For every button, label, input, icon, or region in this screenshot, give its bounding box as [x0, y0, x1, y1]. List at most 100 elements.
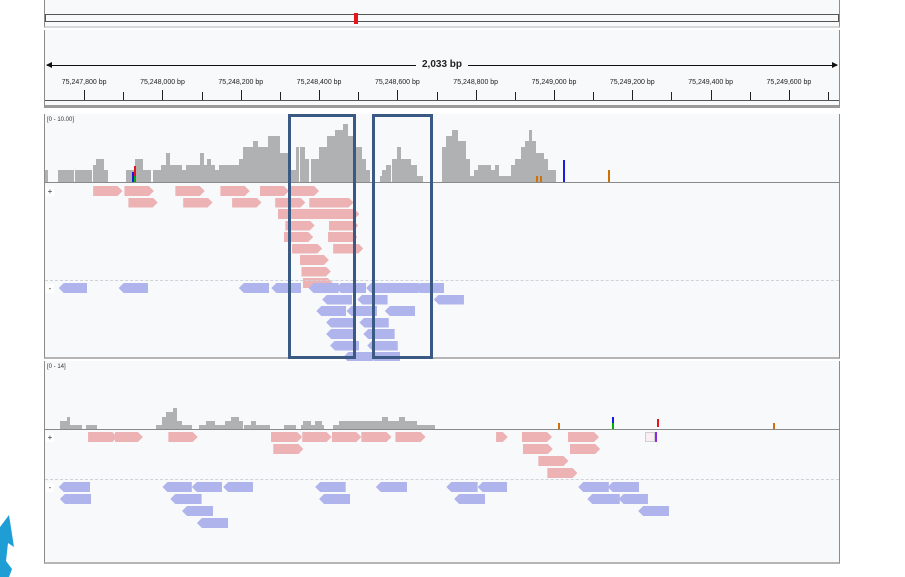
minus-strand-read — [319, 494, 351, 504]
mismatch-marker — [612, 423, 614, 429]
coverage-bar — [142, 170, 151, 182]
mismatch-marker — [134, 176, 136, 182]
coverage-bar — [74, 170, 92, 182]
minus-strand-read — [315, 482, 346, 492]
plus-strand-read — [547, 468, 577, 478]
coordinate-ruler[interactable]: 2,033 bp 75,247,800 bp 75,248,000 bp 75,24… — [44, 30, 840, 108]
coverage-bar — [442, 147, 447, 182]
coverage-bar — [182, 170, 186, 182]
coverage-bar — [207, 158, 212, 182]
minor-tick — [123, 92, 125, 100]
coverage-bar — [92, 164, 96, 182]
minus-strand-read — [326, 317, 357, 328]
minus-strand-read — [366, 283, 397, 293]
minus-strand-label: - — [46, 284, 54, 293]
coverage-bar — [401, 158, 406, 182]
plus-strand-read — [88, 432, 117, 442]
coverage-bar — [540, 153, 545, 182]
minor-tick — [436, 92, 438, 100]
chromosome-ideogram[interactable] — [44, 0, 840, 28]
region-highlight-box — [371, 114, 433, 359]
plus-strand-read — [570, 444, 601, 454]
minus-strand-read — [363, 329, 395, 339]
plus-strand-read — [260, 186, 289, 196]
coverage-bar — [319, 147, 327, 182]
coverage-bar — [45, 170, 48, 182]
plus-strand-read — [183, 198, 212, 208]
coverage-bar — [155, 424, 162, 429]
coverage-bar — [256, 424, 271, 429]
coverage-bar — [499, 176, 504, 182]
current-region-marker — [353, 13, 358, 24]
minor-tick — [671, 92, 673, 100]
minus-strand-read — [346, 306, 378, 316]
coverage-bar — [416, 424, 435, 429]
coverage-bar — [268, 135, 275, 182]
mismatch-marker — [657, 419, 659, 427]
plus-strand-read — [496, 432, 508, 442]
minus-strand-read — [607, 482, 640, 492]
alignment-track-1[interactable]: [0 - 10.00] + - — [44, 114, 840, 385]
coverage-bar — [366, 170, 370, 182]
plus-strand-read — [328, 209, 359, 219]
plus-strand-read — [285, 221, 314, 231]
minor-tick — [201, 92, 203, 100]
ruler-baseline — [45, 100, 839, 107]
tick-label: 75,249,600 bp — [766, 79, 812, 86]
coverage-bar — [491, 170, 496, 182]
minus-strand-read — [238, 283, 270, 293]
minus-strand-read — [271, 283, 302, 293]
coverage-baseline — [45, 182, 839, 183]
plus-strand-read — [175, 186, 204, 196]
minus-strand-read — [326, 329, 357, 339]
coverage-bar — [356, 147, 363, 182]
minus-strand-label: - — [46, 483, 54, 492]
minus-strand-read — [477, 482, 507, 492]
coverage-bar — [405, 420, 417, 429]
major-tick — [240, 90, 242, 100]
coverage-bar — [552, 170, 556, 182]
coverage-bar — [57, 170, 75, 182]
coverage-bar — [381, 170, 386, 182]
coverage-bar — [219, 164, 231, 182]
tick-label: 75,248,800 bp — [453, 79, 499, 86]
coverage-bar — [465, 158, 470, 182]
plus-strand-read — [220, 186, 249, 196]
plus-strand-read — [523, 444, 553, 454]
plus-strand-read — [271, 432, 302, 442]
major-tick — [397, 90, 399, 100]
plus-strand-label: + — [46, 433, 54, 442]
minus-strand-read — [384, 306, 415, 316]
coverage-bar — [308, 420, 312, 429]
coverage-bar — [536, 153, 541, 182]
tick-label: 75,249,000 bp — [531, 79, 577, 86]
coverage-bar — [95, 158, 104, 182]
coverage-bar — [469, 176, 474, 182]
coverage-bar — [185, 164, 194, 182]
coverage-bar — [180, 420, 183, 429]
mismatch-marker — [132, 172, 134, 182]
coverage-bar — [368, 420, 372, 429]
strand-separator — [45, 479, 839, 480]
alignment-track-2[interactable]: [0 - 14] + - — [44, 361, 840, 564]
coverage-bar — [230, 416, 239, 429]
mismatch-marker — [608, 170, 610, 182]
coverage-bar — [295, 147, 300, 182]
coverage-bar — [225, 420, 231, 429]
minus-strand-read — [618, 494, 648, 504]
coverage-bar — [548, 170, 553, 182]
minus-strand-read — [162, 482, 192, 492]
chromosome-band[interactable] — [45, 14, 839, 22]
coverage-bar — [379, 176, 382, 182]
coverage-bar — [334, 129, 343, 182]
coverage-bar — [514, 158, 521, 182]
coverage-bar — [458, 141, 462, 182]
plus-strand-read — [361, 432, 391, 442]
minus-strand-read — [308, 283, 339, 293]
coverage-bar — [258, 147, 269, 182]
coverage-bar — [311, 158, 320, 182]
coverage-bar — [532, 141, 537, 182]
plus-strand-read — [302, 432, 331, 442]
major-tick — [475, 90, 477, 100]
minor-tick — [593, 92, 595, 100]
